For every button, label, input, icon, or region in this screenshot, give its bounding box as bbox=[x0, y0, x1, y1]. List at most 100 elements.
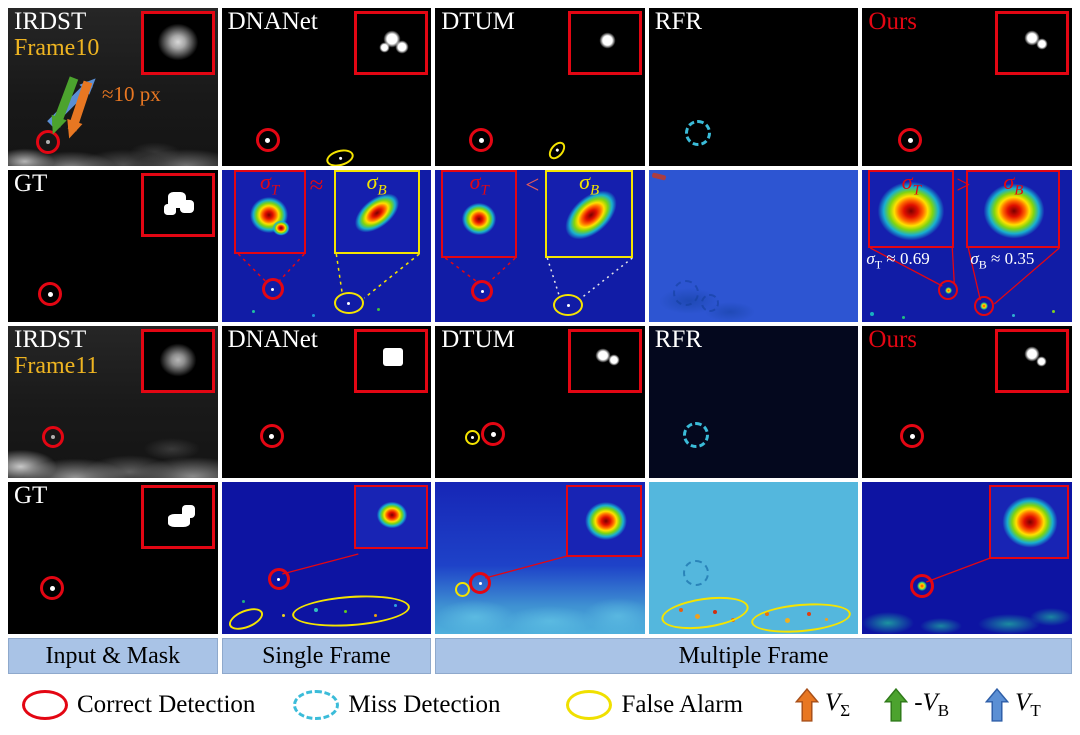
legend-v-sigma: VΣ bbox=[795, 688, 850, 722]
panel-title: Ours bbox=[868, 326, 917, 353]
panel-title: GT bbox=[14, 170, 48, 197]
sigma-b-label: σB bbox=[1003, 170, 1024, 199]
panel-title: IRDST bbox=[14, 326, 87, 353]
legend-v-t: VT bbox=[985, 688, 1041, 722]
panel-ours-frame10: Ours bbox=[862, 8, 1072, 166]
miss-detection-symbol bbox=[293, 690, 340, 720]
sigma-b-inset: σB bbox=[333, 170, 420, 254]
panel-gt-frame11: GT bbox=[8, 482, 218, 634]
correct-detection-label: Correct Detection bbox=[77, 691, 256, 718]
faint-response-circle bbox=[700, 294, 719, 312]
comparator: < bbox=[525, 172, 540, 199]
correct-detection-marker bbox=[40, 576, 64, 600]
miss-detection-label: Miss Detection bbox=[348, 691, 501, 718]
motion-distance-label: ≈10 px bbox=[102, 82, 161, 106]
legend-v-b: -VB bbox=[884, 688, 949, 722]
panel-dnanet-frame11-map bbox=[221, 482, 432, 634]
panel-rfr-frame11-map bbox=[648, 482, 859, 634]
zoom-inset bbox=[565, 485, 642, 557]
correct-detection-marker bbox=[974, 296, 995, 316]
false-alarm-marker bbox=[659, 592, 751, 634]
panel-dnanet-frame10-map: σT ≈ σB bbox=[221, 170, 432, 322]
figure-legend: Correct Detection Miss Detection False A… bbox=[8, 682, 1072, 728]
zoom-inset bbox=[989, 485, 1069, 559]
faint-response-circle bbox=[682, 560, 709, 586]
zoom-inset bbox=[140, 329, 215, 393]
sigma-t-label: σT bbox=[259, 170, 280, 199]
footer-label: Multiple Frame bbox=[678, 642, 829, 669]
target-blob bbox=[155, 22, 200, 62]
panel-dnanet-frame11: DNANet bbox=[221, 326, 432, 478]
footer-single-frame: Single Frame bbox=[221, 638, 432, 674]
faint-response-circle bbox=[672, 280, 699, 306]
panel-gt-frame10: GT bbox=[8, 170, 218, 322]
zoom-inset bbox=[995, 11, 1069, 75]
correct-detection-marker bbox=[898, 128, 923, 152]
zoom-inset bbox=[354, 485, 429, 549]
footer-label: Single Frame bbox=[262, 642, 391, 669]
false-alarm-marker bbox=[333, 292, 364, 314]
frame-label: Frame11 bbox=[14, 353, 99, 379]
zoom-inset bbox=[140, 485, 215, 549]
false-alarm-marker bbox=[545, 138, 569, 163]
false-alarm-symbol bbox=[566, 690, 613, 720]
zoom-inset bbox=[140, 173, 215, 237]
connector-lines bbox=[281, 553, 359, 575]
correct-detection-marker bbox=[36, 130, 60, 154]
connector-lines bbox=[870, 247, 1061, 305]
artifact-mark bbox=[651, 172, 667, 181]
v-b-label: -VB bbox=[914, 689, 950, 720]
zoom-inset bbox=[567, 329, 642, 393]
correct-detection-marker bbox=[938, 280, 959, 300]
sigma-t-label: σT bbox=[901, 170, 921, 199]
motion-vector-arrows bbox=[47, 76, 96, 139]
legend-miss-detection: Miss Detection bbox=[293, 690, 500, 720]
correct-detection-marker bbox=[910, 574, 935, 598]
sigma-b-label: σB bbox=[579, 170, 600, 199]
false-alarm-marker bbox=[324, 146, 356, 166]
panel-irdst-frame10: IRDST Frame10 ≈10 px bbox=[8, 8, 218, 166]
panel-title: RFR bbox=[654, 326, 703, 353]
legend-correct-detection: Correct Detection bbox=[22, 690, 255, 720]
correct-detection-marker bbox=[471, 280, 494, 302]
miss-detection-marker bbox=[682, 422, 709, 448]
connector-lines bbox=[237, 253, 420, 299]
miss-detection-marker bbox=[684, 120, 711, 146]
zoom-inset bbox=[354, 11, 429, 75]
sigma-b-inset: σB bbox=[545, 170, 634, 258]
panel-title: DNANet bbox=[227, 326, 318, 353]
panel-title: RFR bbox=[654, 8, 703, 35]
footer-input-mask: Input & Mask bbox=[8, 638, 218, 674]
correct-detection-marker bbox=[267, 568, 290, 590]
false-alarm-marker bbox=[749, 599, 852, 634]
footer-label: Input & Mask bbox=[45, 642, 181, 669]
panel-title: DTUM bbox=[441, 8, 515, 35]
panel-title: IRDST bbox=[14, 8, 87, 35]
correct-detection-marker bbox=[469, 128, 494, 152]
v-t-label: VT bbox=[1015, 689, 1041, 720]
sigma-b-inset: σB bbox=[966, 170, 1061, 248]
sigma-t-inset: σT bbox=[233, 170, 306, 254]
false-alarm-marker bbox=[465, 430, 481, 445]
sigma-t-inset: σT bbox=[441, 170, 518, 258]
panel-rfr-frame10: RFR bbox=[648, 8, 859, 166]
comparator: > bbox=[956, 172, 971, 199]
panel-title: Ours bbox=[868, 8, 917, 35]
sigma-b-value: σB ≈ 0.35 bbox=[970, 249, 1035, 272]
sigma-t-inset: σT bbox=[868, 170, 955, 248]
panel-grid: IRDST Frame10 ≈10 px DNANet DTUM RFR bbox=[8, 8, 1072, 674]
panel-ours-frame10-map: σT > σB σT ≈ 0.69 σB ≈ 0.35 bbox=[862, 170, 1072, 322]
panel-title: GT bbox=[14, 482, 48, 509]
correct-detection-symbol bbox=[22, 690, 68, 720]
connector-lines bbox=[445, 257, 633, 299]
panel-dnanet-frame10: DNANet bbox=[221, 8, 432, 166]
v-b-arrow-icon bbox=[884, 688, 909, 722]
panel-title: DNANet bbox=[227, 8, 318, 35]
panel-title: DTUM bbox=[441, 326, 515, 353]
comparator: ≈ bbox=[309, 172, 324, 199]
target-blob bbox=[157, 342, 198, 378]
panel-ours-frame11-map bbox=[862, 482, 1072, 634]
zoom-inset bbox=[567, 11, 642, 75]
correct-detection-marker bbox=[900, 424, 925, 448]
